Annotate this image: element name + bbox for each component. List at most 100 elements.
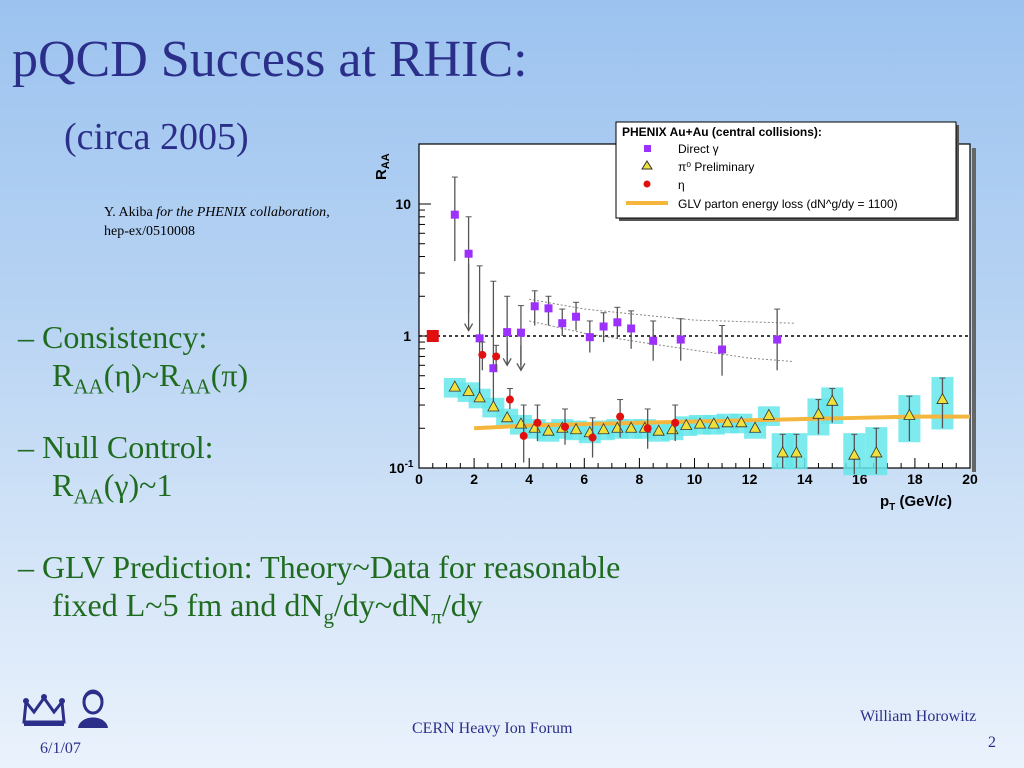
- footer-author: William Horowitz: [860, 708, 977, 725]
- x-tick-label: 20: [962, 471, 978, 487]
- x-tick-label: 2: [470, 471, 478, 487]
- direct-gamma-point: [613, 318, 622, 327]
- y-axis-label: RAA: [373, 153, 392, 180]
- x-tick-label: 18: [907, 471, 923, 487]
- upper-limit-arrowhead: [502, 357, 512, 367]
- pi0-point: [500, 410, 514, 423]
- pi0-point: [936, 392, 949, 404]
- eta-point: [505, 395, 514, 404]
- citation-collaboration: for the PHENIX collaboration: [156, 205, 327, 220]
- slide-subtitle: (circa 2005): [64, 116, 249, 158]
- bullet-glv-prediction: – GLV Prediction: Theory~Data for reason…: [18, 548, 620, 635]
- x-tick-label: 14: [797, 471, 813, 487]
- pi0-point: [735, 415, 748, 428]
- crown-logo: [22, 694, 66, 726]
- eta-point: [533, 418, 542, 427]
- normalization-box: [426, 330, 439, 342]
- eta-point: [588, 433, 597, 442]
- direct-gamma-point: [558, 319, 567, 328]
- eta-point: [616, 412, 625, 421]
- x-tick-label: 10: [687, 471, 703, 487]
- pi0-point: [776, 446, 789, 458]
- pi0-point: [826, 394, 839, 406]
- direct-gamma-point: [773, 335, 782, 344]
- pi0-point: [870, 446, 883, 458]
- direct-gamma-point: [627, 324, 636, 333]
- footer-page-number: 2: [988, 734, 996, 751]
- bullet-null-control-heading: – Null Control:: [18, 429, 214, 465]
- plot-shadow: [972, 148, 976, 472]
- upper-limit-arrowhead: [464, 323, 474, 332]
- eta-point: [561, 422, 570, 431]
- bullet-null-control: – Null Control: RAA(γ)~1: [18, 428, 214, 515]
- legend-marker-eta: [643, 180, 651, 188]
- direct-gamma-point: [489, 364, 498, 373]
- pi0-point: [448, 380, 461, 392]
- y-tick-label: 10-1: [389, 459, 414, 476]
- y-tick-exp: -1: [405, 459, 414, 470]
- legend-entry: π⁰ Preliminary: [678, 160, 754, 174]
- pi0-point: [569, 422, 583, 435]
- citation-author: Y. Akiba: [104, 205, 153, 220]
- x-axis-label-unit: (GeV/: [895, 493, 939, 510]
- y-tick-label: 1: [403, 328, 411, 344]
- bullet-null-control-math: RAA(γ)~1: [52, 467, 173, 509]
- x-tick-label: 6: [580, 471, 588, 487]
- pi0-point: [693, 417, 707, 429]
- bullet-glv-line2: fixed L~5 fm and dNg/dy~dNπ/dy: [52, 587, 483, 629]
- x-tick-label: 0: [415, 471, 423, 487]
- eta-point: [671, 418, 680, 427]
- pi0-point: [624, 421, 638, 433]
- pi0-point: [707, 417, 720, 429]
- bullet-consistency-heading: – Consistency:: [18, 319, 208, 355]
- pi0-point: [790, 446, 803, 458]
- legend-marker-direct-gamma: [644, 145, 651, 152]
- pi0-point: [680, 418, 693, 430]
- direct-gamma-point: [676, 335, 685, 344]
- pi0-point: [487, 400, 500, 412]
- pi0-point: [903, 408, 916, 420]
- citation-comma: ,: [326, 205, 330, 220]
- legend-entry: GLV parton energy loss (dN^g/dy = 1100): [678, 197, 898, 211]
- pi0-point: [473, 391, 486, 403]
- legend-header: PHENIX Au+Au (central collisions):: [622, 125, 822, 139]
- bust-logo: [78, 689, 108, 728]
- x-axis-label-unit: c: [939, 493, 948, 510]
- eta-point: [478, 350, 487, 359]
- y-axis-label-sub: AA: [380, 153, 392, 169]
- direct-gamma-band-upper: [529, 298, 794, 324]
- footer-date: 6/1/07: [40, 740, 81, 757]
- direct-gamma-point: [649, 336, 658, 345]
- x-axis-label-unit: ): [947, 493, 952, 510]
- pi0-point: [812, 407, 825, 419]
- pi0-point: [748, 421, 762, 433]
- direct-gamma-point: [516, 328, 525, 337]
- direct-gamma-point: [503, 328, 512, 337]
- bullet-glv-line1: – GLV Prediction: Theory~Data for reason…: [18, 549, 621, 585]
- direct-gamma-point: [450, 210, 459, 219]
- x-tick-label: 12: [742, 471, 758, 487]
- legend-marker-pi0: [641, 160, 653, 170]
- citation: Y. Akiba for the PHENIX collaboration, h…: [104, 203, 330, 241]
- pi0-point: [597, 422, 610, 435]
- pi0-point: [542, 424, 555, 436]
- bullet-consistency: – Consistency: RAA(η)~RAA(π): [18, 318, 248, 405]
- direct-gamma-point: [599, 322, 608, 331]
- slide-title: pQCD Success at RHIC:: [12, 31, 528, 88]
- glv-curve: [473, 414, 970, 431]
- eta-point: [519, 431, 528, 440]
- x-axis-label-sub: T: [889, 502, 895, 513]
- direct-gamma-point: [585, 333, 594, 342]
- eta-point: [643, 424, 652, 433]
- citation-reference: hep-ex/0510008: [104, 224, 195, 239]
- pi0-point: [462, 384, 475, 396]
- direct-gamma-point: [530, 302, 539, 311]
- direct-gamma-point: [718, 345, 727, 354]
- pi0-point: [762, 408, 776, 420]
- legend-entry: Direct γ: [678, 142, 719, 156]
- direct-gamma-band-lower: [529, 320, 794, 363]
- x-axis-label: pT (GeV/c): [880, 493, 952, 513]
- direct-gamma-point: [572, 312, 581, 321]
- footer-center: CERN Heavy Ion Forum: [412, 720, 573, 737]
